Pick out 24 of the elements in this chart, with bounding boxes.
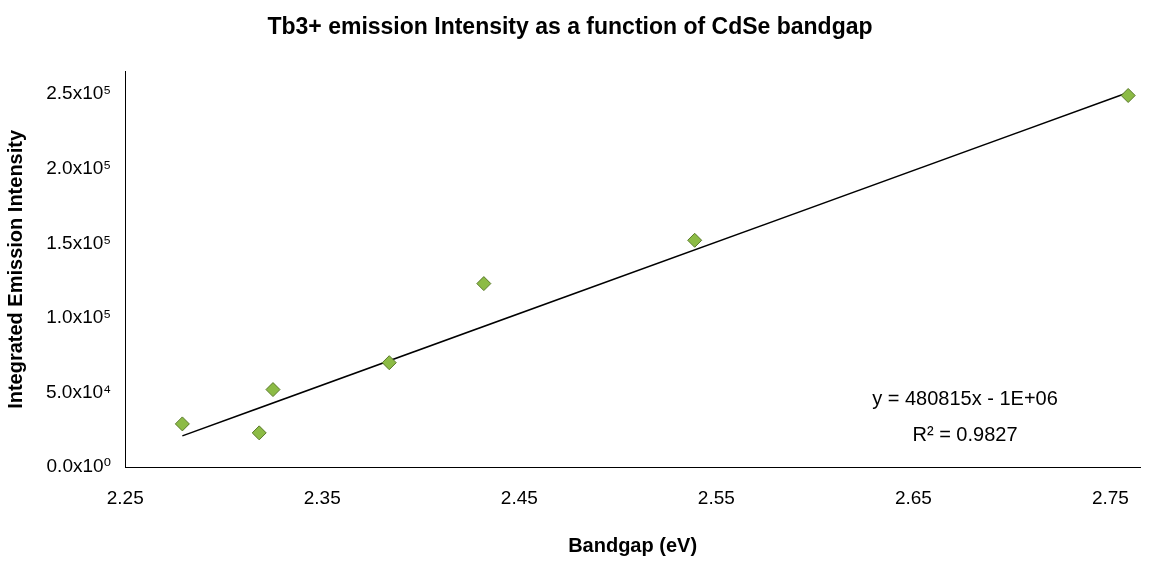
point xyxy=(265,382,281,398)
x-tick-label: 2.35 xyxy=(303,486,341,508)
x-axis-title: Bandgap (eV) xyxy=(568,533,698,556)
x-tick-label: 2.25 xyxy=(106,486,144,508)
x-tick-label: 2.55 xyxy=(697,486,735,508)
point xyxy=(251,425,267,441)
annotation: R² = 0.9827 xyxy=(912,422,1018,445)
point xyxy=(476,276,492,292)
point xyxy=(1120,87,1136,103)
x-tick-label: 2.65 xyxy=(894,486,932,508)
chart-title: Tb3+ emission Intensity as a function of CdSe bandgap xyxy=(267,13,873,40)
y-tick-label: 2.0x10⁵ xyxy=(46,156,112,178)
x-tick-label: 2.75 xyxy=(1091,486,1129,508)
x-tick-label: 2.45 xyxy=(500,486,538,508)
y-tick-label: 1.0x10⁵ xyxy=(46,306,112,328)
point xyxy=(687,232,703,248)
y-tick-label: 2.5x10⁵ xyxy=(46,82,112,104)
y-tick-label: 5.0x10⁴ xyxy=(45,380,112,402)
point xyxy=(174,416,190,432)
y-tick-label: 1.5x10⁵ xyxy=(46,231,112,253)
y-tick-label: 0.0x10⁰ xyxy=(46,455,112,477)
point xyxy=(381,355,397,371)
annotation: y = 480815x - 1E+06 xyxy=(872,386,1058,409)
y-axis-title: Integrated Emission Intensity xyxy=(3,129,26,409)
